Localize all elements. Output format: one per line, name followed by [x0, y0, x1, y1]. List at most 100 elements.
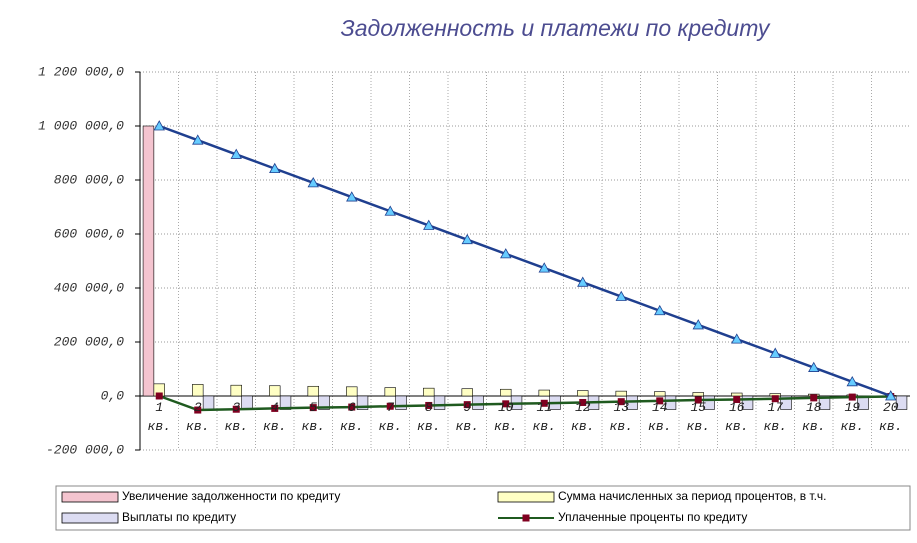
- legend-swatch: [61, 512, 119, 524]
- bar: [395, 395, 407, 410]
- marker: [692, 319, 704, 330]
- y-tick-label: 200 000,0: [54, 334, 124, 349]
- y-tick-label: -200 000,0: [46, 442, 124, 457]
- marker: [769, 347, 781, 358]
- bar: [538, 389, 550, 397]
- legend-swatch: [61, 491, 119, 503]
- bar: [307, 385, 319, 397]
- bar: [142, 125, 155, 397]
- bar: [664, 395, 677, 410]
- bar: [577, 390, 589, 397]
- marker: [425, 401, 433, 409]
- marker: [771, 395, 779, 403]
- bar: [346, 386, 358, 397]
- bar: [461, 388, 473, 397]
- bar: [423, 387, 435, 397]
- x-tick-label: 8 кв.: [417, 400, 441, 434]
- bar: [472, 395, 484, 410]
- legend-marker: [522, 514, 530, 522]
- marker: [540, 399, 548, 407]
- x-tick-label: 17 кв.: [763, 400, 787, 434]
- bar: [731, 392, 743, 397]
- x-tick-label: 3 кв.: [224, 400, 248, 434]
- legend-label: Сумма начисленных за период процентов, в…: [558, 489, 826, 503]
- x-tick-label: 2 кв.: [186, 400, 210, 434]
- x-tick-label: 14 кв.: [648, 400, 672, 434]
- marker: [463, 401, 471, 409]
- y-tick-label: 600 000,0: [54, 226, 124, 241]
- bar: [230, 384, 242, 397]
- x-tick-label: 6 кв.: [340, 400, 364, 434]
- legend-swatch: [497, 491, 555, 503]
- bar: [692, 392, 704, 397]
- marker: [271, 404, 279, 412]
- bar: [433, 395, 446, 410]
- x-tick-label: 4 кв.: [263, 400, 287, 434]
- bar: [318, 395, 330, 410]
- bar: [279, 395, 292, 410]
- bar: [356, 395, 369, 410]
- x-tick-label: 12 кв.: [571, 400, 595, 434]
- marker: [194, 406, 202, 414]
- bar: [384, 387, 396, 397]
- marker: [846, 375, 858, 387]
- marker: [615, 290, 627, 301]
- x-tick-label: 1 кв.: [147, 400, 171, 434]
- marker: [423, 219, 435, 230]
- x-tick-label: 9 кв.: [455, 400, 479, 434]
- marker: [654, 304, 666, 316]
- marker: [810, 394, 818, 402]
- x-tick-label: 19 кв.: [840, 400, 864, 434]
- marker: [232, 405, 240, 413]
- y-tick-label: 800 000,0: [54, 172, 124, 187]
- line: [158, 394, 891, 412]
- marker: [694, 396, 702, 404]
- y-tick-label: 400 000,0: [54, 280, 124, 295]
- legend-label: Выплаты по кредиту: [122, 510, 236, 524]
- marker: [155, 392, 163, 400]
- marker: [500, 248, 512, 259]
- bar: [741, 395, 754, 410]
- x-tick-label: 10 кв.: [494, 400, 518, 434]
- legend-box: [55, 485, 911, 531]
- marker: [309, 404, 317, 412]
- bar: [703, 395, 715, 410]
- marker: [617, 398, 625, 406]
- marker: [461, 233, 473, 245]
- bar: [895, 395, 908, 410]
- bar: [269, 385, 281, 397]
- marker: [848, 393, 856, 401]
- marker: [348, 403, 356, 411]
- marker: [269, 162, 281, 174]
- marker: [538, 262, 550, 273]
- marker: [579, 398, 587, 406]
- marker: [885, 390, 897, 401]
- y-tick-label: 1 000 000,0: [38, 118, 124, 133]
- bar: [818, 395, 831, 410]
- marker: [733, 396, 741, 404]
- marker: [731, 333, 743, 344]
- marker: [502, 400, 510, 408]
- y-tick-label: 1 200 000,0: [38, 64, 124, 79]
- x-tick-label: 18 кв.: [802, 400, 826, 434]
- x-tick-label: 13 кв.: [609, 400, 633, 434]
- y-tick-label: 0,0: [101, 388, 125, 403]
- marker: [192, 134, 204, 145]
- bar: [615, 390, 627, 397]
- x-tick-label: 7 кв.: [378, 400, 402, 434]
- line: [158, 124, 892, 398]
- marker: [656, 397, 664, 405]
- x-tick-label: 20 кв.: [879, 400, 903, 434]
- bar: [192, 384, 204, 397]
- x-tick-label: 15 кв.: [686, 400, 710, 434]
- marker: [384, 205, 396, 216]
- marker: [307, 177, 319, 188]
- marker: [230, 148, 242, 159]
- x-tick-label: 16 кв.: [725, 400, 749, 434]
- marker: [808, 361, 820, 372]
- marker: [577, 276, 589, 287]
- bar: [780, 395, 792, 410]
- marker: [153, 120, 165, 131]
